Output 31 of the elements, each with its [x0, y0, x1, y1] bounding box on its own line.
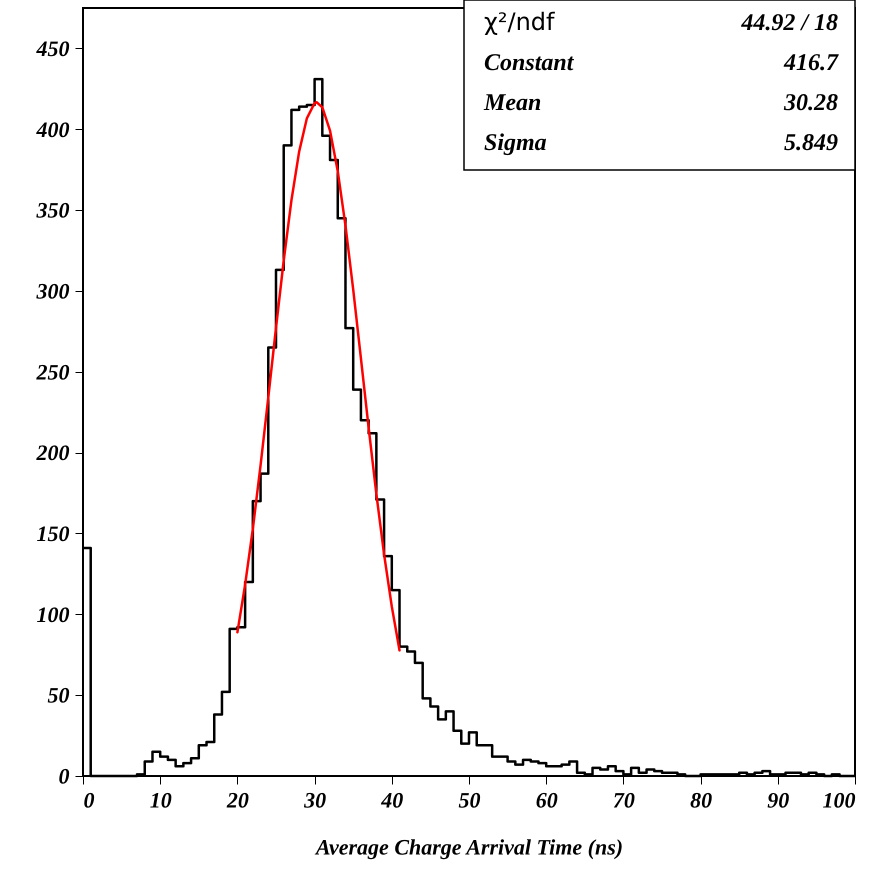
x-tick-label: 70 — [612, 788, 635, 812]
y-tick-label: 200 — [36, 440, 70, 466]
y-tick-label: 350 — [36, 198, 70, 223]
annotation: 30.28 — [783, 90, 838, 116]
y-tick-label: 450 — [36, 36, 70, 61]
x-axis-title: Average Charge Arrival Time (ns) — [314, 834, 624, 860]
y-tick-label: 300 — [36, 278, 70, 304]
x-tick-label: 40 — [380, 788, 404, 812]
x-tick-label: 60 — [536, 788, 558, 812]
y-tick-label: 400 — [36, 116, 70, 142]
annotation: Sigma — [484, 130, 547, 156]
annotation: χ²/ndf — [484, 8, 556, 36]
x-tick-label: 10 — [150, 788, 172, 812]
line-series — [236, 101, 401, 652]
y-tick-label: 50 — [48, 682, 70, 708]
annotation: 5.849 — [784, 130, 838, 156]
x-tick-label: 100 — [822, 788, 856, 812]
annotation: Mean — [483, 90, 542, 116]
y-tick-label: 150 — [36, 520, 70, 546]
y-tick-label: 250 — [36, 359, 70, 384]
x-tick-label: 30 — [303, 788, 326, 812]
x-tick-label: 80 — [690, 788, 712, 812]
x-tick-label: 50 — [458, 788, 480, 812]
annotation: Constant — [484, 50, 575, 76]
y-tick-label: 0 — [58, 764, 70, 788]
x-tick-label: 20 — [226, 788, 249, 812]
annotation: 416.7 — [783, 50, 839, 76]
annotation: 44.92 / 18 — [740, 10, 838, 36]
x-tick-label: 0 — [84, 788, 94, 812]
y-tick-label: 100 — [36, 602, 70, 627]
x-tick-label: 90 — [767, 788, 790, 812]
